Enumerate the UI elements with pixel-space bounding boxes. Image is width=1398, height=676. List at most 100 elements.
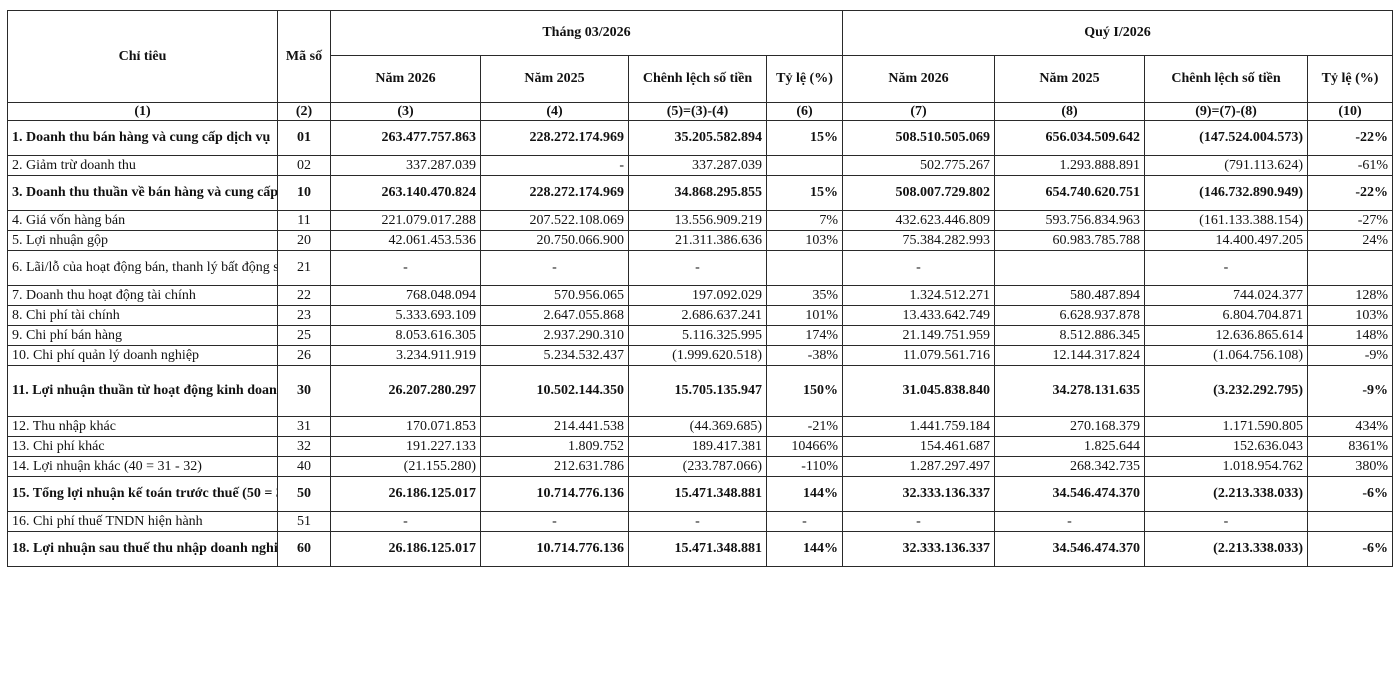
month-diff-value: 197.092.029	[628, 285, 767, 306]
month-2025-value: 570.956.065	[480, 285, 629, 306]
month-pct-value: 15%	[766, 175, 843, 211]
table-row: 5. Lợi nhuận gộp 20 42.061.453.536 20.75…	[7, 230, 1394, 251]
table-row: 12. Thu nhập khác 31 170.071.853 214.441…	[7, 416, 1394, 437]
row-label: 13. Chi phí khác	[7, 436, 278, 457]
table-row: 13. Chi phí khác 32 191.227.133 1.809.75…	[7, 436, 1394, 457]
header-month-2025: Năm 2025	[480, 55, 629, 103]
table-row: 4. Giá vốn hàng bán 11 221.079.017.288 2…	[7, 210, 1394, 231]
row-code: 60	[277, 531, 331, 567]
month-2026-value: 26.186.125.017	[330, 476, 481, 512]
row-label: 15. Tổng lợi nhuận kế toán trước thuế (5…	[7, 476, 278, 512]
header-quarter-2026: Năm 2026	[842, 55, 995, 103]
quarter-2026-value: 21.149.751.959	[842, 325, 995, 346]
month-2025-value: 1.809.752	[480, 436, 629, 457]
month-2026-value: 337.287.039	[330, 155, 481, 176]
quarter-pct-value: 103%	[1306, 305, 1394, 326]
month-2026-value: 263.140.470.824	[330, 175, 481, 211]
row-code: 31	[277, 416, 331, 437]
quarter-2025-value: 34.278.131.635	[994, 365, 1145, 417]
col-number: (2)	[277, 102, 331, 121]
row-code: 26	[277, 345, 331, 366]
table-header: Chỉ tiêu Mã số Tháng 03/2026 Quý I/2026 …	[7, 10, 1394, 121]
quarter-diff-value: (147.524.004.573)	[1144, 120, 1308, 156]
quarter-2026-value: 31.045.838.840	[842, 365, 995, 417]
row-code: 50	[277, 476, 331, 512]
month-pct-value: 144%	[766, 476, 843, 512]
quarter-2025-value: 268.342.735	[994, 456, 1145, 477]
month-pct-value: 144%	[766, 531, 843, 567]
row-code: 32	[277, 436, 331, 457]
quarter-pct-value: 128%	[1306, 285, 1394, 306]
month-pct-value: 103%	[766, 230, 843, 251]
row-label: 14. Lợi nhuận khác (40 = 31 - 32)	[7, 456, 278, 477]
month-pct-value: 7%	[766, 210, 843, 231]
quarter-2026-value: 154.461.687	[842, 436, 995, 457]
row-label: 9. Chi phí bán hàng	[7, 325, 278, 346]
month-2025-value: 20.750.066.900	[480, 230, 629, 251]
quarter-2025-value: 593.756.834.963	[994, 210, 1145, 231]
quarter-2025-value: 1.293.888.891	[994, 155, 1145, 176]
quarter-2026-value: 1.441.759.184	[842, 416, 995, 437]
table-row: 14. Lợi nhuận khác (40 = 31 - 32) 40 (21…	[7, 456, 1394, 477]
month-pct-value: 15%	[766, 120, 843, 156]
row-code: 40	[277, 456, 331, 477]
quarter-diff-value: 152.636.043	[1144, 436, 1308, 457]
row-label: 10. Chi phí quản lý doanh nghiệp	[7, 345, 278, 366]
month-2025-value: 2.647.055.868	[480, 305, 629, 326]
month-2025-value: 10.714.776.136	[480, 531, 629, 567]
month-2026-value: 26.186.125.017	[330, 531, 481, 567]
col-number: (3)	[330, 102, 481, 121]
col-number: (5)=(3)-(4)	[628, 102, 767, 121]
col-number: (8)	[994, 102, 1145, 121]
table-row: 6. Lãi/lỗ của hoạt động bán, thanh lý bấ…	[7, 250, 1394, 286]
month-2026-value: 191.227.133	[330, 436, 481, 457]
row-label: 18. Lợi nhuận sau thuế thu nhập doanh ng…	[7, 531, 278, 567]
header-ma-so: Mã số	[277, 10, 331, 103]
quarter-2025-value: 12.144.317.824	[994, 345, 1145, 366]
month-2026-value: 263.477.757.863	[330, 120, 481, 156]
month-2026-value: -	[330, 250, 481, 286]
month-2026-value: 3.234.911.919	[330, 345, 481, 366]
month-2026-value: 42.061.453.536	[330, 230, 481, 251]
month-pct-value: -110%	[766, 456, 843, 477]
table-row: 16. Chi phí thuế TNDN hiện hành 51 - - -…	[7, 511, 1394, 532]
month-diff-value: (233.787.066)	[628, 456, 767, 477]
month-pct-value: 174%	[766, 325, 843, 346]
quarter-pct-value	[1306, 250, 1394, 286]
quarter-2025-value: 34.546.474.370	[994, 531, 1145, 567]
month-diff-value: -	[628, 250, 767, 286]
quarter-diff-value: 14.400.497.205	[1144, 230, 1308, 251]
quarter-pct-value: -61%	[1306, 155, 1394, 176]
quarter-diff-value: -	[1144, 511, 1308, 532]
quarter-2026-value: 1.287.297.497	[842, 456, 995, 477]
quarter-2026-value: 1.324.512.271	[842, 285, 995, 306]
quarter-diff-value: 12.636.865.614	[1144, 325, 1308, 346]
quarter-2025-value: 580.487.894	[994, 285, 1145, 306]
quarter-2026-value: 508.007.729.802	[842, 175, 995, 211]
row-label: 1. Doanh thu bán hàng và cung cấp dịch v…	[7, 120, 278, 156]
month-pct-value	[766, 250, 843, 286]
quarter-pct-value: -27%	[1306, 210, 1394, 231]
month-2026-value: 768.048.094	[330, 285, 481, 306]
quarter-pct-value: -9%	[1306, 345, 1394, 366]
month-2026-value: 170.071.853	[330, 416, 481, 437]
quarter-diff-value: (146.732.890.949)	[1144, 175, 1308, 211]
row-label: 8. Chi phí tài chính	[7, 305, 278, 326]
table-row: 8. Chi phí tài chính 23 5.333.693.109 2.…	[7, 305, 1394, 326]
quarter-diff-value: 744.024.377	[1144, 285, 1308, 306]
month-2025-value: 214.441.538	[480, 416, 629, 437]
table-body: 1. Doanh thu bán hàng và cung cấp dịch v…	[7, 120, 1394, 567]
month-diff-value: -	[628, 511, 767, 532]
quarter-2025-value: 654.740.620.751	[994, 175, 1145, 211]
month-2026-value: 221.079.017.288	[330, 210, 481, 231]
month-2025-value: -	[480, 250, 629, 286]
row-label: 16. Chi phí thuế TNDN hiện hành	[7, 511, 278, 532]
header-chi-tieu: Chỉ tiêu	[7, 10, 278, 103]
header-quarter-pct: Tỷ lệ (%)	[1306, 55, 1394, 103]
quarter-diff-value: (3.232.292.795)	[1144, 365, 1308, 417]
quarter-2026-value: 13.433.642.749	[842, 305, 995, 326]
month-diff-value: 337.287.039	[628, 155, 767, 176]
quarter-pct-value: -6%	[1306, 476, 1394, 512]
month-diff-value: (44.369.685)	[628, 416, 767, 437]
quarter-2025-value: 34.546.474.370	[994, 476, 1145, 512]
